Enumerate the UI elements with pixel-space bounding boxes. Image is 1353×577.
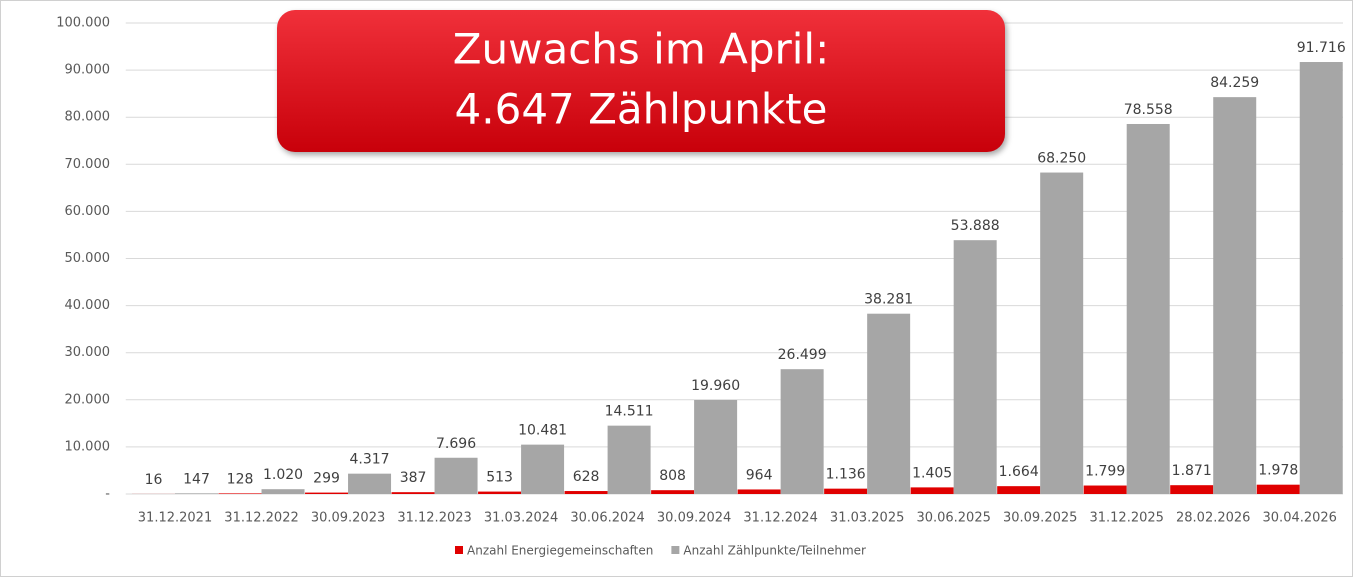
bar <box>1126 123 1170 494</box>
bar <box>1256 484 1300 494</box>
bar <box>348 473 392 494</box>
data-label: 68.250 <box>1037 151 1086 167</box>
annotation-line: Zuwachs im April: <box>453 25 830 74</box>
x-tick-label: 31.12.2023 <box>397 511 471 526</box>
y-tick-label: 100.000 <box>56 16 110 31</box>
data-label: 387 <box>400 470 427 486</box>
data-label: 84.259 <box>1210 75 1259 91</box>
data-label: 1.799 <box>1085 464 1125 480</box>
bar <box>1083 485 1127 494</box>
data-label: 38.281 <box>864 292 913 308</box>
data-label: 1.405 <box>912 465 952 481</box>
bar <box>521 444 565 494</box>
x-tick-label: 30.09.2023 <box>311 511 385 526</box>
x-tick-label: 31.12.2024 <box>743 511 817 526</box>
data-label: 16 <box>145 472 163 488</box>
x-tick-label: 31.12.2021 <box>138 511 212 526</box>
data-label: 1.136 <box>826 467 866 483</box>
bar <box>434 457 478 494</box>
legend-label: Anzahl Zählpunkte/Teilnehmer <box>683 544 866 558</box>
data-label: 1.978 <box>1258 463 1298 479</box>
annotation-line: 4.647 Zählpunkte <box>455 85 828 134</box>
bar <box>867 313 911 494</box>
y-tick-label: 10.000 <box>65 439 111 454</box>
data-label: 128 <box>227 471 254 487</box>
y-tick-label: 30.000 <box>65 345 111 360</box>
data-label: 53.888 <box>951 218 1000 234</box>
bar <box>824 488 868 494</box>
legend-swatch <box>671 546 680 554</box>
data-label: 1.871 <box>1172 463 1212 479</box>
data-label: 14.511 <box>605 404 654 420</box>
data-label: 4.317 <box>349 452 389 468</box>
bar <box>564 491 608 494</box>
data-label: 964 <box>746 467 773 483</box>
bar <box>478 491 522 494</box>
bar <box>261 489 305 494</box>
data-label: 1.664 <box>999 464 1039 480</box>
y-tick-label: 40.000 <box>65 298 111 313</box>
data-label: 91.716 <box>1297 40 1346 56</box>
x-tick-label: 31.12.2022 <box>224 511 298 526</box>
bar <box>1299 62 1343 494</box>
x-tick-label: 30.09.2025 <box>1003 511 1077 526</box>
x-tick-label: 30.06.2025 <box>916 511 990 526</box>
bar <box>953 240 997 494</box>
bar <box>1213 97 1257 494</box>
data-label: 513 <box>486 470 513 486</box>
y-tick-label: 20.000 <box>65 392 111 407</box>
y-tick-label: 90.000 <box>65 63 111 78</box>
data-label: 7.696 <box>436 436 476 452</box>
legend-swatch <box>455 546 463 554</box>
bar <box>391 492 435 494</box>
bars <box>132 62 1343 495</box>
data-label: 147 <box>183 471 210 487</box>
bar <box>1040 172 1084 495</box>
data-label: 78.558 <box>1124 102 1173 118</box>
x-tick-label: 31.12.2025 <box>1089 511 1163 526</box>
y-tick-label: 60.000 <box>65 204 111 219</box>
x-tick-label: 30.09.2024 <box>657 511 731 526</box>
bar <box>607 425 651 494</box>
legend-label: Anzahl Energiegemeinschaften <box>467 544 653 558</box>
x-tick-label: 30.04.2026 <box>1263 511 1337 526</box>
bar <box>910 487 954 494</box>
y-tick-label: 50.000 <box>65 251 111 266</box>
bar <box>651 490 695 494</box>
data-label: 19.960 <box>691 378 740 394</box>
x-tick-label: 31.03.2025 <box>830 511 904 526</box>
bar <box>694 399 738 494</box>
data-label: 26.499 <box>778 347 827 363</box>
y-tick-label: 70.000 <box>65 157 111 172</box>
bar <box>1170 485 1214 494</box>
data-label: 10.481 <box>518 423 567 439</box>
data-label: 299 <box>313 471 340 487</box>
labels: - 10.000 20.000 30.000 40.000 50.000 60.000 70.… <box>56 16 1346 526</box>
y-tick-label: - <box>105 487 110 502</box>
x-tick-label: 31.03.2024 <box>484 511 558 526</box>
x-tick-label: 28.02.2026 <box>1176 511 1250 526</box>
data-label: 1.020 <box>263 467 303 483</box>
bar <box>305 492 349 494</box>
data-label: 808 <box>659 468 686 484</box>
bar <box>175 493 219 494</box>
data-label: 628 <box>573 469 600 485</box>
bar <box>737 489 781 494</box>
y-tick-label: 80.000 <box>65 110 111 125</box>
bar <box>780 369 824 494</box>
bar <box>218 493 262 494</box>
bar <box>997 486 1041 494</box>
x-tick-label: 30.06.2024 <box>570 511 644 526</box>
annotation-box <box>277 10 1005 152</box>
